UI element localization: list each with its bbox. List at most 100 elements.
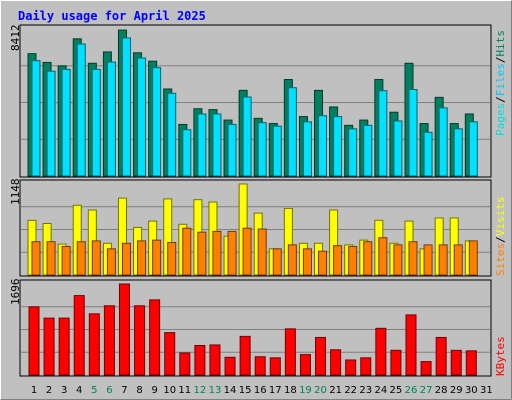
bar-kbytes-day-4 bbox=[73, 295, 85, 376]
x-tick-label-day-24: 24 bbox=[374, 385, 387, 396]
bar-kbytes-day-6 bbox=[103, 305, 115, 376]
panel-visits-sites bbox=[19, 179, 492, 277]
bar-sites-day-8 bbox=[137, 240, 147, 276]
bar-sites-day-22 bbox=[348, 245, 358, 276]
bar-sites-day-18 bbox=[287, 244, 297, 276]
x-tick-label-day-3: 3 bbox=[61, 385, 67, 396]
bar-files-day-30 bbox=[468, 121, 478, 177]
bar-kbytes-day-15 bbox=[239, 335, 251, 376]
panel-hits-files-pages bbox=[19, 24, 492, 178]
x-tick-label-day-1: 1 bbox=[31, 385, 37, 396]
legend-sep-3: / bbox=[494, 236, 507, 243]
bar-files-day-29 bbox=[453, 128, 463, 177]
x-tick-label-day-28: 28 bbox=[435, 385, 448, 396]
bar-kbytes-day-11 bbox=[179, 352, 191, 376]
bar-sites-day-20 bbox=[318, 250, 328, 276]
bar-kbytes-day-10 bbox=[164, 332, 176, 376]
x-tick-label-day-31: 31 bbox=[480, 385, 493, 396]
bar-sites-day-21 bbox=[333, 245, 343, 276]
bar-kbytes-day-18 bbox=[284, 328, 296, 376]
bar-files-day-18 bbox=[287, 87, 297, 177]
bar-files-day-9 bbox=[152, 67, 162, 177]
bar-sites-day-28 bbox=[438, 244, 448, 276]
bar-sites-day-12 bbox=[197, 231, 207, 276]
bar-kbytes-day-8 bbox=[134, 305, 146, 376]
bar-files-day-13 bbox=[212, 113, 222, 177]
legend-hits: Hits bbox=[494, 30, 507, 57]
bar-sites-day-23 bbox=[363, 241, 373, 276]
bar-kbytes-day-22 bbox=[345, 359, 357, 376]
bar-sites-day-2 bbox=[46, 241, 56, 276]
x-tick-label-day-5: 5 bbox=[91, 385, 97, 396]
bar-kbytes-day-1 bbox=[28, 306, 40, 376]
bar-kbytes-day-16 bbox=[254, 356, 266, 376]
bar-files-day-6 bbox=[106, 61, 116, 177]
legend-sites: Sites bbox=[494, 243, 507, 276]
bar-sites-day-11 bbox=[182, 227, 192, 276]
legend-top: Pages/Files/Hits bbox=[494, 30, 507, 136]
panel-frame-top bbox=[19, 24, 492, 178]
bar-sites-day-25 bbox=[393, 244, 403, 276]
bar-files-day-8 bbox=[137, 57, 147, 177]
panel-kbytes bbox=[19, 279, 492, 377]
bar-kbytes-day-14 bbox=[224, 356, 236, 376]
x-tick-label-day-27: 27 bbox=[420, 385, 433, 396]
bar-files-day-12 bbox=[197, 113, 207, 177]
bar-sites-day-7 bbox=[121, 242, 131, 276]
bar-files-day-4 bbox=[76, 43, 86, 177]
bar-kbytes-day-29 bbox=[450, 349, 462, 376]
bar-kbytes-day-28 bbox=[435, 336, 447, 376]
legend-pages: Pages bbox=[494, 103, 507, 136]
x-tick-label-day-22: 22 bbox=[344, 385, 357, 396]
bar-kbytes-day-13 bbox=[209, 344, 221, 376]
bar-kbytes-day-7 bbox=[118, 283, 130, 376]
bar-sites-day-29 bbox=[453, 244, 463, 276]
legend-kbytes: KBytes bbox=[494, 336, 507, 376]
x-tick-label-day-10: 10 bbox=[163, 385, 176, 396]
bar-kbytes-day-20 bbox=[315, 336, 327, 376]
legend-sep-1: / bbox=[494, 96, 507, 103]
bar-files-day-20 bbox=[318, 115, 328, 177]
bar-files-day-24 bbox=[378, 90, 388, 177]
bar-sites-day-17 bbox=[272, 248, 282, 276]
bar-files-day-21 bbox=[333, 116, 343, 177]
bar-sites-day-13 bbox=[212, 230, 222, 276]
bar-kbytes-day-3 bbox=[58, 317, 70, 376]
bar-sites-day-4 bbox=[76, 241, 86, 276]
x-tick-label-day-17: 17 bbox=[269, 385, 282, 396]
legend-sep-2: / bbox=[494, 57, 507, 64]
x-tick-label-day-8: 8 bbox=[136, 385, 142, 396]
ymax-label-bottom: 1696 bbox=[9, 279, 22, 306]
bar-files-day-28 bbox=[438, 107, 448, 177]
bar-sites-day-6 bbox=[106, 248, 116, 276]
bar-kbytes-day-25 bbox=[390, 349, 402, 376]
bar-sites-day-15 bbox=[242, 227, 252, 276]
bar-sites-day-10 bbox=[167, 242, 177, 276]
panel-frame-bottom bbox=[19, 279, 492, 377]
legend-files: Files bbox=[494, 63, 507, 96]
x-tick-label-day-12: 12 bbox=[194, 385, 207, 396]
bar-files-day-14 bbox=[227, 123, 237, 177]
bar-files-day-7 bbox=[121, 37, 131, 177]
bar-files-day-5 bbox=[91, 68, 101, 177]
bar-sites-day-26 bbox=[408, 241, 418, 276]
ymax-label-top: 8412 bbox=[9, 25, 22, 52]
bar-files-day-23 bbox=[363, 124, 373, 177]
x-tick-label-day-9: 9 bbox=[151, 385, 157, 396]
x-axis-labels: 1 2 3 4 5 6 7 8 9 10 11 12 13 14 15 16 17 18 19 20 21 22 23 24 2… bbox=[31, 385, 493, 396]
x-tick-label-day-11: 11 bbox=[178, 385, 191, 396]
bar-sites-day-19 bbox=[302, 248, 312, 276]
x-tick-label-day-7: 7 bbox=[121, 385, 127, 396]
bar-kbytes-day-19 bbox=[299, 354, 311, 376]
bar-kbytes-day-2 bbox=[43, 317, 55, 376]
legend-visits: Visits bbox=[494, 197, 507, 237]
x-tick-label-day-25: 25 bbox=[390, 385, 403, 396]
x-tick-label-day-14: 14 bbox=[224, 385, 237, 396]
bar-sites-day-30 bbox=[468, 240, 478, 276]
bar-kbytes-day-12 bbox=[194, 344, 206, 376]
x-tick-label-day-21: 21 bbox=[329, 385, 342, 396]
chart-title: Daily usage for April 2025 bbox=[18, 9, 206, 23]
bar-files-day-3 bbox=[61, 68, 71, 177]
bar-sites-day-5 bbox=[91, 240, 101, 276]
